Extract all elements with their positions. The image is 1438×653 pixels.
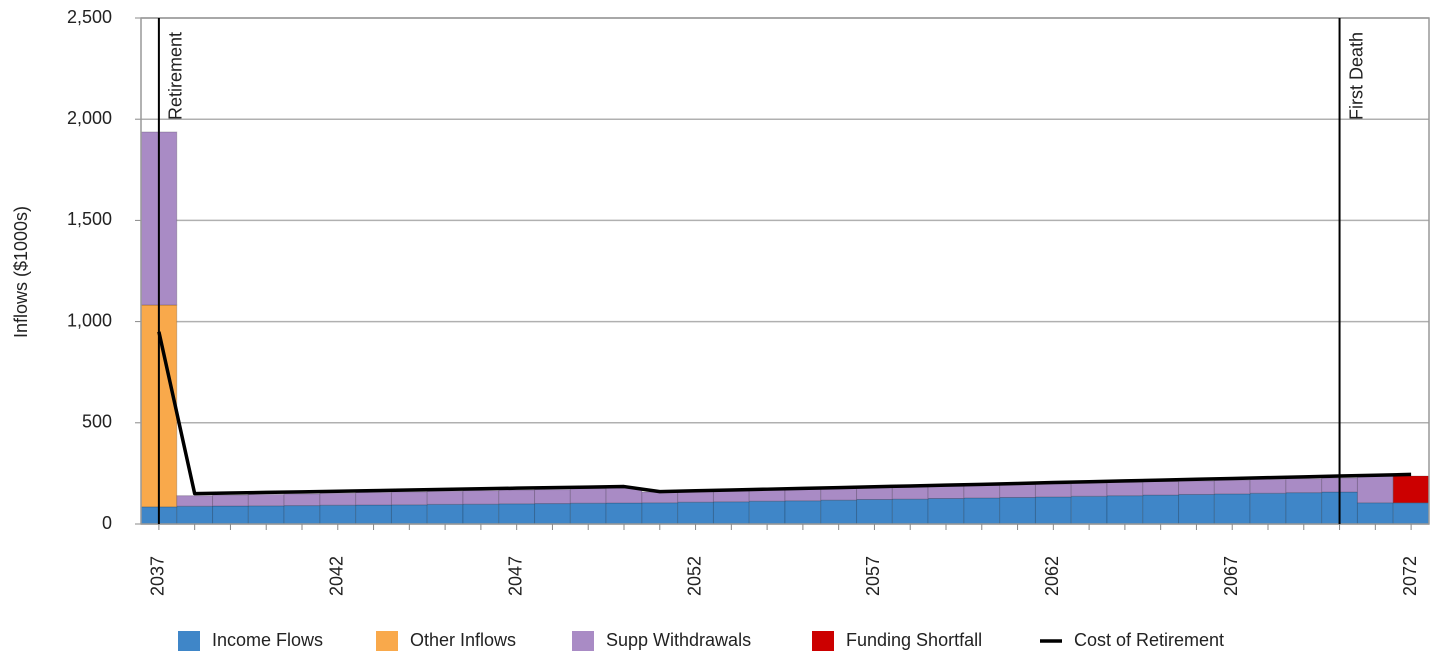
bar-segment xyxy=(1356,502,1394,525)
bar-segment xyxy=(784,500,822,525)
bar-segment xyxy=(820,487,858,501)
bar-segment xyxy=(283,493,321,507)
bar-segment xyxy=(319,492,357,506)
bar-segment xyxy=(1285,492,1323,525)
bar-segment xyxy=(212,505,249,525)
y-tick-label: 2,500 xyxy=(67,7,112,27)
x-tick-label: 2052 xyxy=(684,556,704,596)
bar-segment xyxy=(641,491,679,504)
y-tick-label: 0 xyxy=(102,513,112,533)
legend-swatch xyxy=(178,631,200,651)
legend-swatch xyxy=(572,631,594,651)
bar-segment xyxy=(1106,495,1144,525)
bar-segment xyxy=(748,489,786,502)
legend-swatch xyxy=(376,631,398,651)
x-tick-label: 2072 xyxy=(1400,556,1420,596)
bar-segment xyxy=(569,488,607,504)
y-tick-label: 1,000 xyxy=(67,310,112,330)
annotation-label: First Death xyxy=(1346,32,1366,120)
bar-segment xyxy=(1392,502,1430,525)
bar-segment xyxy=(1070,482,1108,497)
bar-segment xyxy=(677,501,714,525)
plot-frame xyxy=(140,17,1430,525)
bar-segment xyxy=(498,489,536,505)
bar-segment xyxy=(784,488,822,502)
bar-segment xyxy=(534,489,571,505)
bar-segment xyxy=(641,502,679,525)
bar-segment xyxy=(927,497,965,525)
bar-segment xyxy=(1249,478,1287,494)
bar-segment xyxy=(999,484,1036,498)
bar-segment xyxy=(534,503,571,525)
bar-segment xyxy=(247,493,285,507)
y-tick-label: 2,000 xyxy=(67,108,112,128)
y-axis-label: Inflows ($1000s) xyxy=(11,206,31,338)
bar-segment xyxy=(462,490,500,505)
x-tick-label: 2067 xyxy=(1221,556,1241,596)
bar-segment xyxy=(891,486,929,500)
bar-segment xyxy=(1178,480,1215,495)
bar-segment xyxy=(355,491,392,506)
bar-segment xyxy=(1285,478,1323,494)
bar-segment xyxy=(247,505,285,525)
bar-segment xyxy=(927,485,965,499)
bar-segment xyxy=(1392,475,1430,504)
bar-segment xyxy=(1106,481,1144,497)
bar-segment xyxy=(176,505,214,525)
bar-segment xyxy=(963,484,1001,499)
annotation-label: Retirement xyxy=(166,32,186,120)
bar-segment xyxy=(426,503,464,525)
bar-segment xyxy=(712,501,750,525)
legend-label: Funding Shortfall xyxy=(846,630,982,650)
bar-segment xyxy=(569,502,607,525)
bar-segment xyxy=(856,487,893,501)
bar-segment xyxy=(1142,494,1180,525)
bar-segment xyxy=(1356,475,1394,504)
bar-segment xyxy=(712,490,750,503)
legend-label: Supp Withdrawals xyxy=(606,630,751,650)
legend-label: Other Inflows xyxy=(410,630,516,650)
line-series xyxy=(157,331,1412,496)
legend-swatch xyxy=(812,631,834,651)
bar-segment xyxy=(1213,493,1251,525)
bar-segment xyxy=(498,503,536,525)
bar-segment xyxy=(176,495,214,507)
bar-segment xyxy=(1034,496,1072,525)
bar-segment xyxy=(1178,493,1215,525)
bar-segment xyxy=(891,498,929,525)
bar-segment xyxy=(605,502,643,525)
bar-segment xyxy=(426,490,464,505)
bar-segment xyxy=(999,496,1036,525)
x-tick-label: 2042 xyxy=(327,556,347,596)
x-tick-label: 2057 xyxy=(863,556,883,596)
x-tick-label: 2062 xyxy=(1042,556,1062,596)
bar-segment xyxy=(856,499,893,525)
legend-label: Cost of Retirement xyxy=(1074,630,1224,650)
x-tick-label: 2047 xyxy=(505,556,525,596)
bar-segment xyxy=(1070,495,1108,525)
bar-segment xyxy=(677,490,714,503)
bar-segment xyxy=(390,491,428,506)
bar-segment xyxy=(820,499,858,525)
bar-segment xyxy=(1249,492,1287,525)
bar-segment xyxy=(355,504,392,525)
bar-segment xyxy=(462,503,500,525)
bar-segment xyxy=(1034,483,1072,498)
bar-segment xyxy=(1213,479,1251,495)
bar-segment xyxy=(1142,480,1180,496)
bar-segment xyxy=(283,505,321,525)
x-tick-label: 2037 xyxy=(148,556,168,596)
y-tick-label: 500 xyxy=(82,412,112,432)
bar-segment xyxy=(748,500,786,525)
bar-segment xyxy=(605,487,643,504)
bar-segment xyxy=(963,497,1001,525)
bar-segment xyxy=(390,504,428,525)
bar-segment xyxy=(212,494,249,507)
bar-segment xyxy=(319,504,357,525)
legend-label: Income Flows xyxy=(212,630,323,650)
y-tick-label: 1,500 xyxy=(67,209,112,229)
